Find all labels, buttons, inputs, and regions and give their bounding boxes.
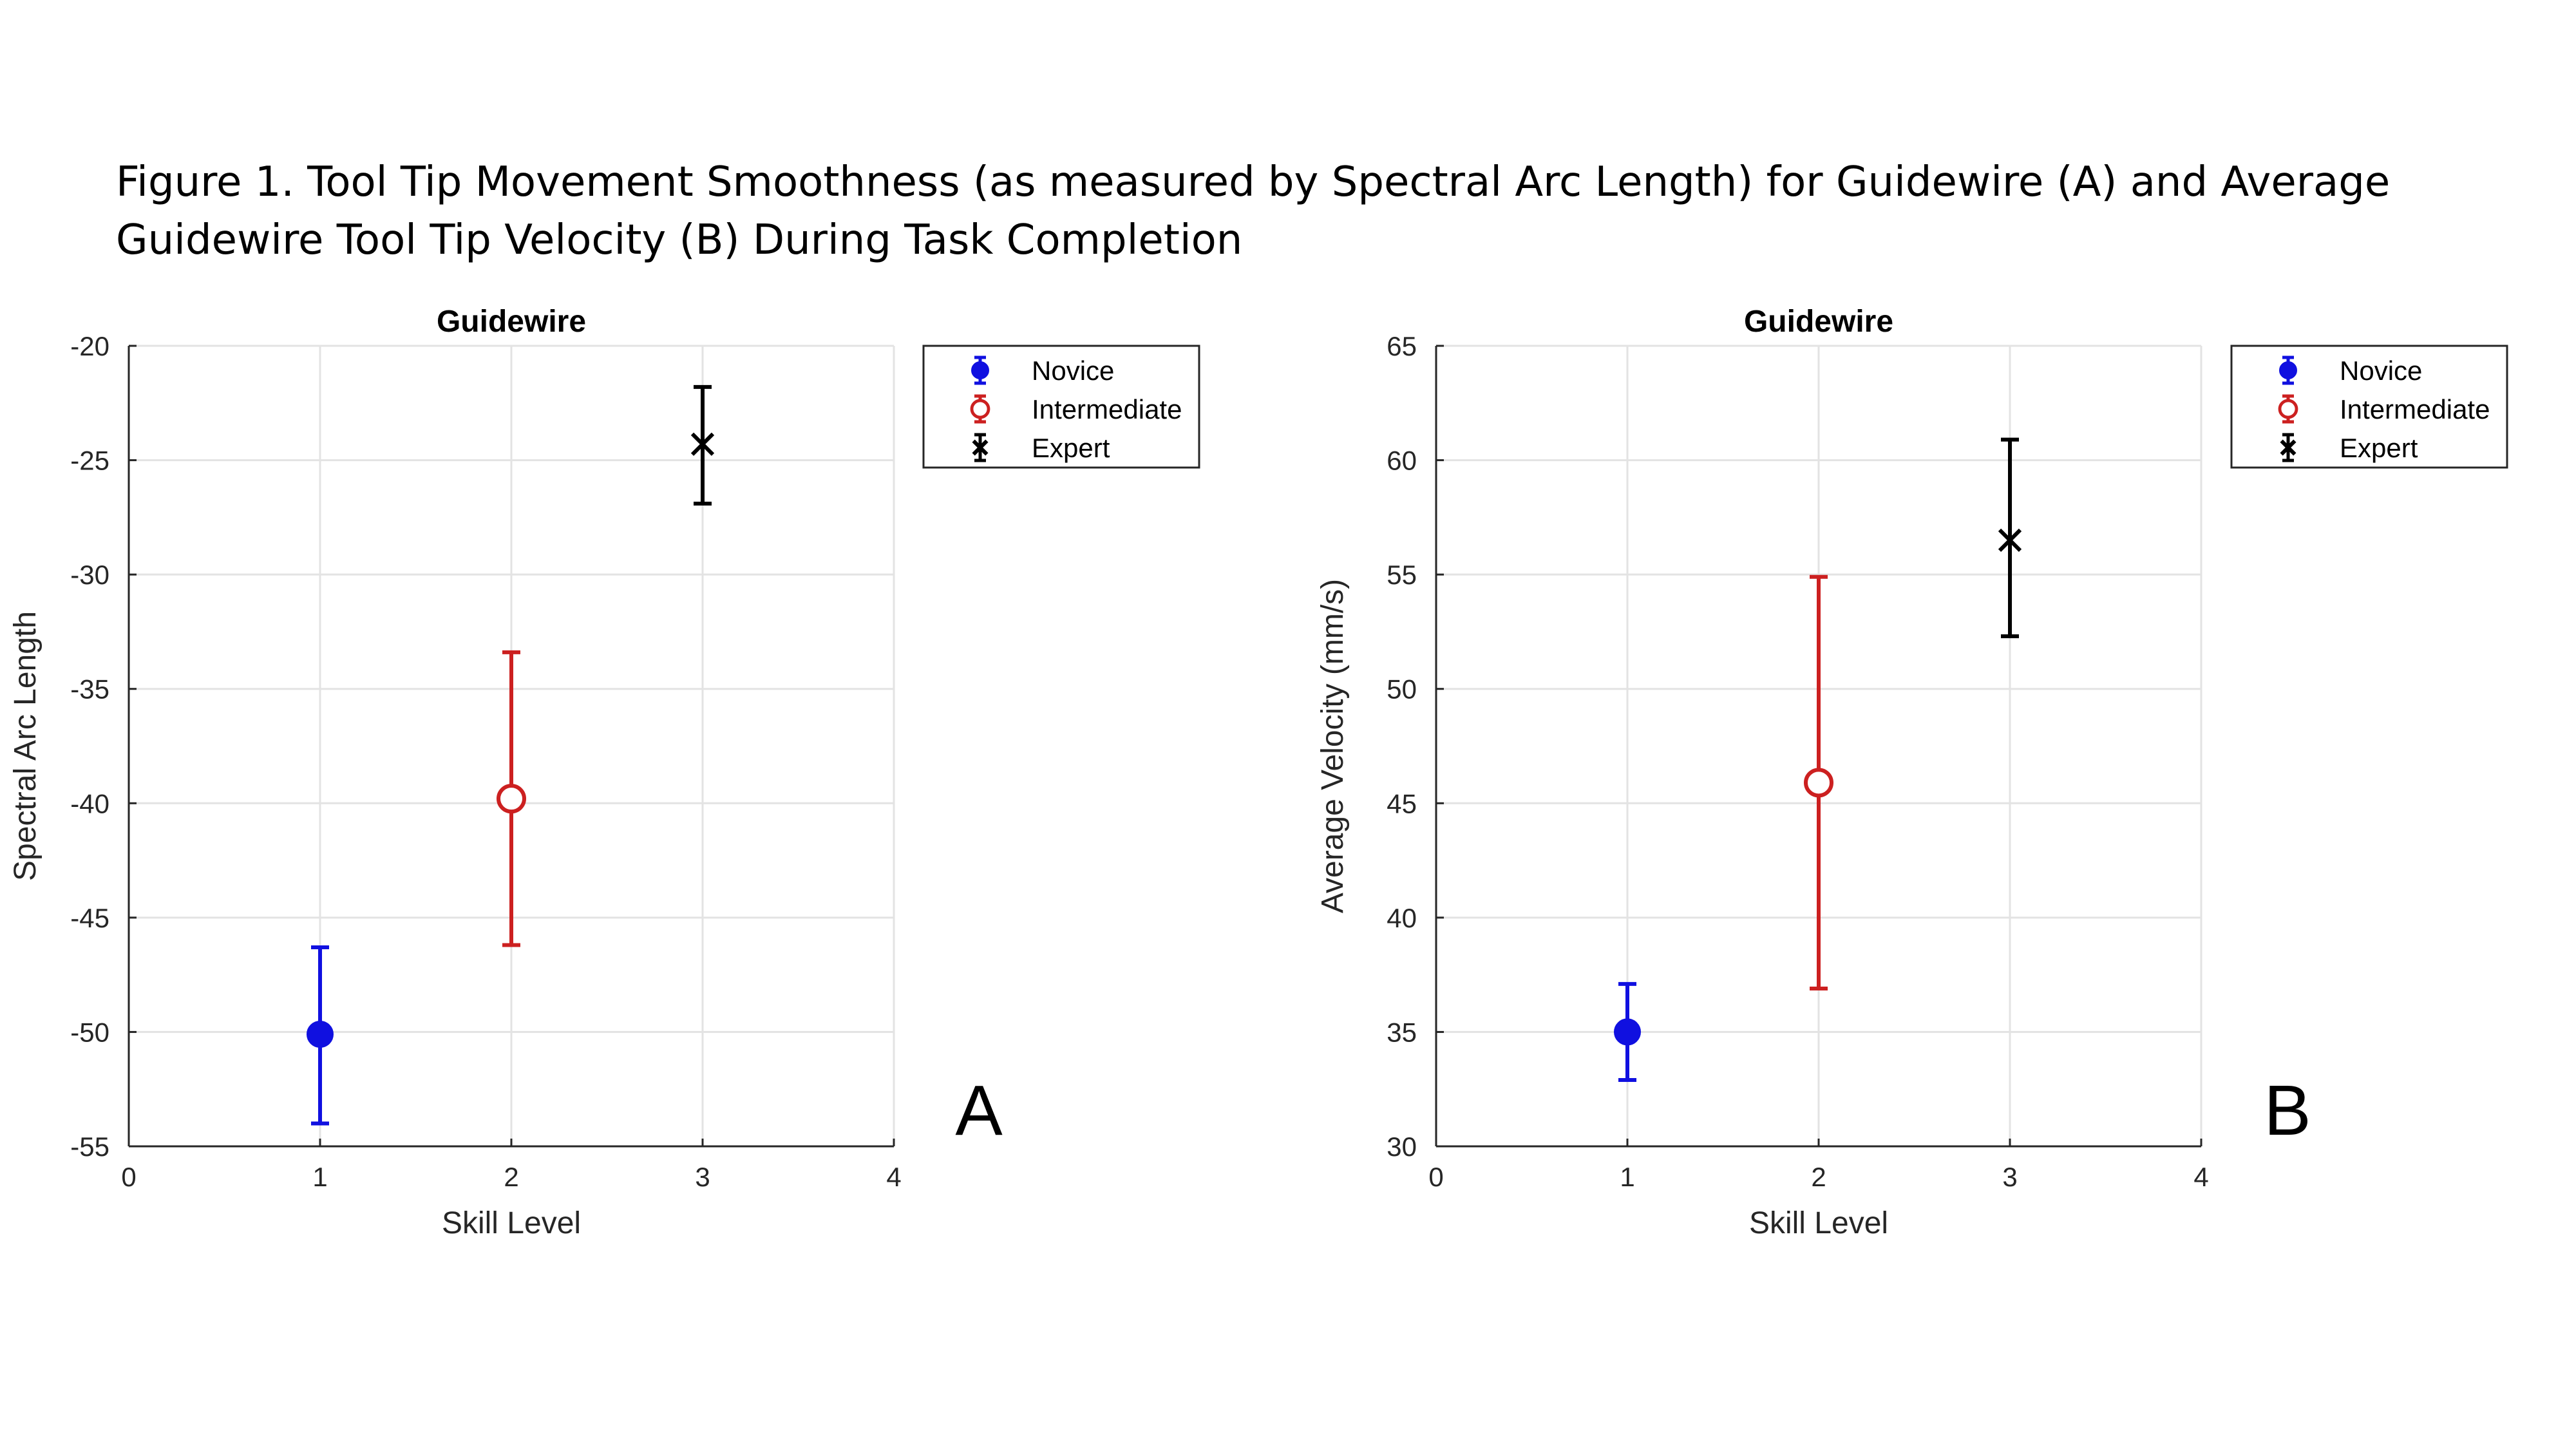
series-novice: [307, 945, 334, 1126]
legend-label: Intermediate: [1032, 394, 1182, 424]
legend-label: Expert: [1032, 433, 1110, 463]
y-axis-label: Spectral Arc Length: [8, 611, 43, 881]
series-intermediate: [1804, 574, 1833, 990]
y-tick-label: 50: [1387, 674, 1417, 705]
legend-box: [2230, 345, 2508, 469]
marker-x-stroke: [972, 439, 989, 456]
y-tick-label: -25: [70, 446, 109, 476]
x-tick-label: 2: [1811, 1162, 1826, 1192]
x-tick-label: 0: [1428, 1162, 1443, 1192]
marker-x-stroke: [690, 432, 715, 456]
y-tick-label: 45: [1387, 788, 1417, 819]
chart-title: Guidewire: [437, 305, 586, 339]
y-tick-label: -55: [70, 1132, 109, 1162]
x-tick-label: 3: [695, 1162, 710, 1192]
x-tick-label: 3: [2002, 1162, 2017, 1192]
marker-open-circle: [497, 784, 526, 814]
marker-x-stroke: [2280, 439, 2297, 456]
series-expert: [690, 384, 715, 506]
y-tick-label: 30: [1387, 1132, 1417, 1162]
legend: Novice Intermediate Expert: [2230, 345, 2508, 469]
marker-open-circle: [970, 399, 990, 419]
y-tick-label: 40: [1387, 903, 1417, 933]
y-axis-label: Average Velocity (mm/s): [1316, 579, 1350, 913]
panel-label: B: [2264, 1071, 2311, 1150]
legend-label: Intermediate: [2340, 394, 2490, 424]
y-tick-label: -40: [70, 788, 109, 819]
y-tick-label: -50: [70, 1017, 109, 1047]
legend-box: [922, 345, 1200, 469]
legend-label: Novice: [2340, 355, 2422, 386]
chart-panel-b: 0 1 2 3 4 65 60 55 50 45 40 35 30 Guidewire Skill Leve…: [1316, 305, 2508, 1240]
figure-caption: Figure 1. Tool Tip Movement Smoothness (…: [116, 158, 2391, 264]
x-tick-label: 2: [504, 1162, 518, 1192]
marker-filled-circle: [971, 361, 989, 379]
legend-entry-intermediate: Intermediate: [2278, 394, 2490, 424]
series-intermediate: [497, 650, 526, 947]
legend: Novice Intermediate Expert: [922, 345, 1200, 469]
panel-label: A: [955, 1071, 1003, 1150]
x-axis-label: Skill Level: [1749, 1206, 1888, 1240]
y-tick-label: -45: [70, 903, 109, 933]
legend-entry-expert: Expert: [2280, 433, 2418, 463]
x-tick-label: 1: [312, 1162, 327, 1192]
x-axis-label: Skill Level: [442, 1206, 581, 1240]
y-tick-label: -30: [70, 560, 109, 590]
y-tick-label: 35: [1387, 1017, 1417, 1047]
legend-entry-intermediate: Intermediate: [970, 394, 1182, 424]
x-tick-label: 0: [121, 1162, 136, 1192]
legend-label: Novice: [1032, 355, 1114, 386]
y-tick-label: -20: [70, 331, 109, 361]
marker-open-circle: [2278, 399, 2298, 419]
x-tick-label: 4: [886, 1162, 901, 1192]
y-tick-label: 55: [1387, 560, 1417, 590]
x-tick-label: 4: [2193, 1162, 2208, 1192]
marker-x: [690, 432, 715, 456]
legend-entry-novice: Novice: [2279, 355, 2422, 386]
chart-panel-a: 0 1 2 3 4 -20 -25 -30 -35 -40 -45 -50 -55 Guidewire Sk…: [8, 305, 1200, 1240]
x-tick-label: 1: [1620, 1162, 1634, 1192]
marker-x: [2280, 439, 2297, 456]
series-novice: [1614, 981, 1641, 1083]
y-tick-label: -35: [70, 674, 109, 705]
legend-label: Expert: [2340, 433, 2418, 463]
marker-open-circle: [1804, 768, 1833, 798]
marker-filled-circle: [307, 1020, 334, 1048]
legend-entry-novice: Novice: [971, 355, 1114, 386]
series-expert: [1998, 437, 2022, 639]
marker-x: [972, 439, 989, 456]
y-tick-label: 65: [1387, 331, 1417, 361]
legend-entry-expert: Expert: [972, 433, 1110, 463]
marker-x: [1998, 528, 2022, 552]
marker-filled-circle: [1614, 1018, 1641, 1046]
marker-filled-circle: [2279, 361, 2297, 379]
marker-x-stroke: [1998, 528, 2022, 552]
chart-title: Guidewire: [1744, 305, 1893, 339]
y-tick-label: 60: [1387, 446, 1417, 476]
